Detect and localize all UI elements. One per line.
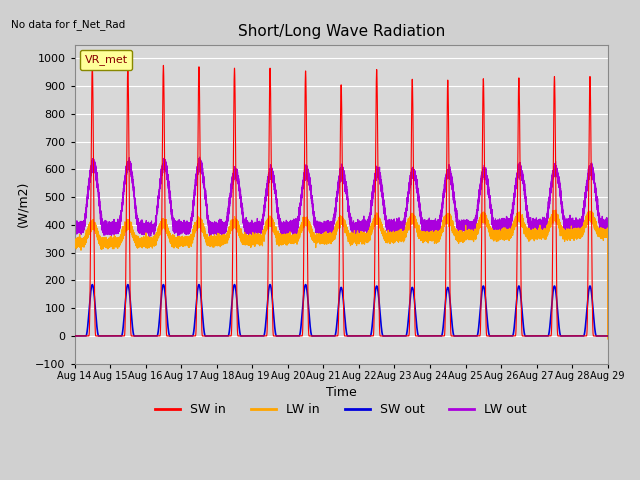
Legend: SW in, LW in, SW out, LW out: SW in, LW in, SW out, LW out <box>150 398 532 421</box>
Text: No data for f_Net_Rad: No data for f_Net_Rad <box>10 19 125 30</box>
Title: Short/Long Wave Radiation: Short/Long Wave Radiation <box>237 24 445 39</box>
X-axis label: Time: Time <box>326 386 356 399</box>
Y-axis label: (W/m2): (W/m2) <box>17 181 29 228</box>
